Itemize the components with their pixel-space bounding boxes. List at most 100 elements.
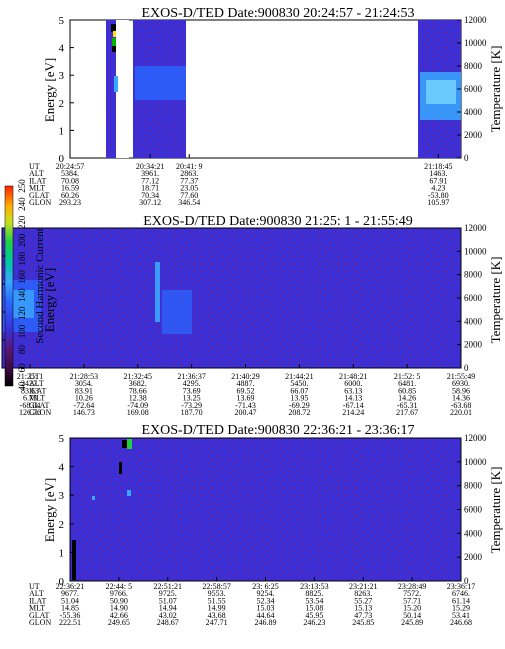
panel-2-table-cell: 169.08 bbox=[127, 408, 149, 417]
panel-3-table-cell: 247.71 bbox=[206, 618, 228, 627]
panel-2-table-cell: -68.04 bbox=[20, 401, 41, 410]
panel-2-table-cell: 6930. bbox=[452, 379, 470, 388]
panel-1-table-cell: 2863. bbox=[180, 169, 198, 178]
panel-2-table-cell: 217.67 bbox=[396, 408, 418, 417]
panel-2-table-cell: -73.29 bbox=[181, 401, 202, 410]
panel-2-table-cell: 4887. bbox=[237, 379, 255, 388]
panel-2-table-cell: -65.31 bbox=[397, 401, 418, 410]
panel-1-burst bbox=[113, 31, 116, 37]
panel-2-table-cell: 6481. bbox=[398, 379, 416, 388]
panel-1-y-tick-label: 1 bbox=[59, 125, 65, 137]
panel-3-table-cell: 246.68 bbox=[450, 618, 472, 627]
panel-2-table-cell: 21:25: 1 bbox=[17, 372, 43, 381]
panel-3-table-cell: 22:51:21 bbox=[154, 582, 182, 591]
panel-3-burst bbox=[127, 490, 131, 496]
panel-3-table-cell: 53.41 bbox=[452, 611, 470, 620]
panel-3-table-cell: 245.89 bbox=[401, 618, 423, 627]
panel-3-burst bbox=[122, 440, 127, 448]
panel-3-table-cell: 9766. bbox=[110, 589, 128, 598]
panel-3-table-cell: 50.14 bbox=[403, 611, 421, 620]
panel-3-table-cell: 15.20 bbox=[403, 604, 421, 613]
panel-3-table-cell: 43.68 bbox=[208, 611, 226, 620]
panel-1-burst bbox=[112, 38, 116, 46]
panel-1-table-cell: 70.34 bbox=[141, 191, 159, 200]
panel-1-table-cell: 67.91 bbox=[429, 176, 447, 185]
panel-2-table-cell: 83.63 bbox=[21, 386, 39, 395]
colorbar-tick-label: 160 bbox=[17, 270, 27, 284]
panel-3-table-cell: 22:58:57 bbox=[202, 582, 230, 591]
panel-3-y2-tick-label: 0 bbox=[464, 576, 469, 586]
panel-1-table-cell: 20:41: 9 bbox=[176, 162, 202, 171]
panel-2-table-cell: 220.01 bbox=[450, 408, 472, 417]
panel-1-table-cell: 77.12 bbox=[141, 176, 159, 185]
panel-3-table-cell: 245.85 bbox=[352, 618, 374, 627]
panel-2-table-cell: 208.72 bbox=[288, 408, 310, 417]
colorbar-tick-label: 250 bbox=[17, 179, 27, 193]
panel-2-table-cell: 13.95 bbox=[290, 394, 308, 403]
panel-2-table-cell: 83.91 bbox=[75, 386, 93, 395]
panel-1-table-cell: 5384. bbox=[61, 169, 79, 178]
panel-3-table-cell: 51.04 bbox=[61, 596, 79, 605]
panel-3-y2-tick-label: 6000 bbox=[464, 505, 483, 515]
panel-2-table-cell: 13.69 bbox=[237, 394, 255, 403]
panel-1-burst bbox=[111, 24, 116, 32]
panel-2-table-cell: -74.09 bbox=[127, 401, 148, 410]
panel-1-y2-tick-label: 8000 bbox=[464, 61, 483, 71]
panel-2-table-cell: 69.52 bbox=[237, 386, 255, 395]
panel-1-table-cell: 77.37 bbox=[180, 176, 198, 185]
panel-3-y2-tick-label: 4000 bbox=[464, 528, 483, 538]
panel-2-row-label: GLON bbox=[29, 408, 51, 417]
panel-2-table-cell: -69.29 bbox=[289, 401, 310, 410]
panel-3-table-cell: 42.66 bbox=[110, 611, 128, 620]
panel-3-table-cell: 8263. bbox=[354, 589, 372, 598]
panel-2-table-cell: 214.24 bbox=[342, 408, 364, 417]
panel-3-table-cell: 44.64 bbox=[257, 611, 275, 620]
panel-3-row-label: ILAT bbox=[29, 596, 46, 605]
panel-2-table-cell: 2427. bbox=[21, 379, 39, 388]
panel-3: EXOS-D/TED Date:900830 22:36:21 - 23:36:… bbox=[29, 423, 503, 627]
panel-2-table-cell: 73.69 bbox=[183, 386, 201, 395]
panel-2-table-cell: 60.85 bbox=[398, 386, 416, 395]
panel-3-table-cell: 14.99 bbox=[208, 604, 226, 613]
panel-2-y2-tick-label: 8000 bbox=[464, 270, 483, 280]
panel-3-table-cell: 23:36:17 bbox=[447, 582, 475, 591]
panel-1: EXOS-D/TED Date:900830 20:24:57 - 21:24:… bbox=[29, 6, 503, 207]
panel-1-table-cell: 23.05 bbox=[180, 184, 198, 193]
panel-1-table-cell: 21:18:45 bbox=[424, 162, 452, 171]
panel-2-row-label: MLT bbox=[29, 394, 45, 403]
panel-3-table-cell: 23:21:21 bbox=[349, 582, 377, 591]
panel-2-table-cell: 10.26 bbox=[75, 394, 93, 403]
panel-1-table-cell: 3961. bbox=[141, 169, 159, 178]
panel-3-table-cell: 246.89 bbox=[255, 618, 277, 627]
panel-1-y2-tick-label: 4000 bbox=[464, 107, 483, 117]
panel-1-enhancement bbox=[426, 80, 456, 104]
panel-1-title: EXOS-D/TED Date:900830 20:24:57 - 21:24:… bbox=[142, 6, 415, 21]
panel-1-burst bbox=[114, 76, 118, 92]
colorbar-tick-label: 100 bbox=[17, 324, 27, 338]
panel-2-row-label: ILAT bbox=[29, 386, 46, 395]
panel-3-table-cell: 15.03 bbox=[257, 604, 275, 613]
panel-2-table-cell: 14.13 bbox=[344, 394, 362, 403]
panel-3-table-cell: 9725. bbox=[159, 589, 177, 598]
panel-3-table-cell: 23: 6:25 bbox=[252, 582, 278, 591]
panel-2-row-label: UT bbox=[29, 372, 40, 381]
panel-3-row-label: GLON bbox=[29, 618, 51, 627]
panel-2-table-cell: 3682. bbox=[129, 379, 147, 388]
colorbar-tick-label: 60 bbox=[17, 363, 27, 373]
panel-3-row-label: UT bbox=[29, 582, 40, 591]
panel-2-table-cell: 63.13 bbox=[344, 386, 362, 395]
panel-2-table-cell: 21:48:21 bbox=[339, 372, 367, 381]
panel-1-y2-tick-label: 6000 bbox=[464, 84, 483, 94]
panel-2-y2-tick-label: 4000 bbox=[464, 316, 483, 326]
panel-3-table-cell: 14.90 bbox=[110, 604, 128, 613]
panel-2-table-cell: 126.76 bbox=[19, 408, 41, 417]
panel-1-burst bbox=[112, 46, 116, 52]
panel-3-y-tick-label: 1 bbox=[59, 547, 65, 559]
panel-2-y2-tick-label: 12000 bbox=[464, 223, 487, 233]
panel-1-table-cell: 293.23 bbox=[59, 198, 81, 207]
panel-1-y-tick-label: 5 bbox=[59, 15, 65, 27]
panel-3-y-tick-label: 5 bbox=[59, 433, 65, 445]
panel-2-table-cell: 21:55:49 bbox=[447, 372, 475, 381]
panel-1-y-tick-label: 2 bbox=[59, 98, 65, 110]
panel-2-table-cell: 187.70 bbox=[181, 408, 203, 417]
